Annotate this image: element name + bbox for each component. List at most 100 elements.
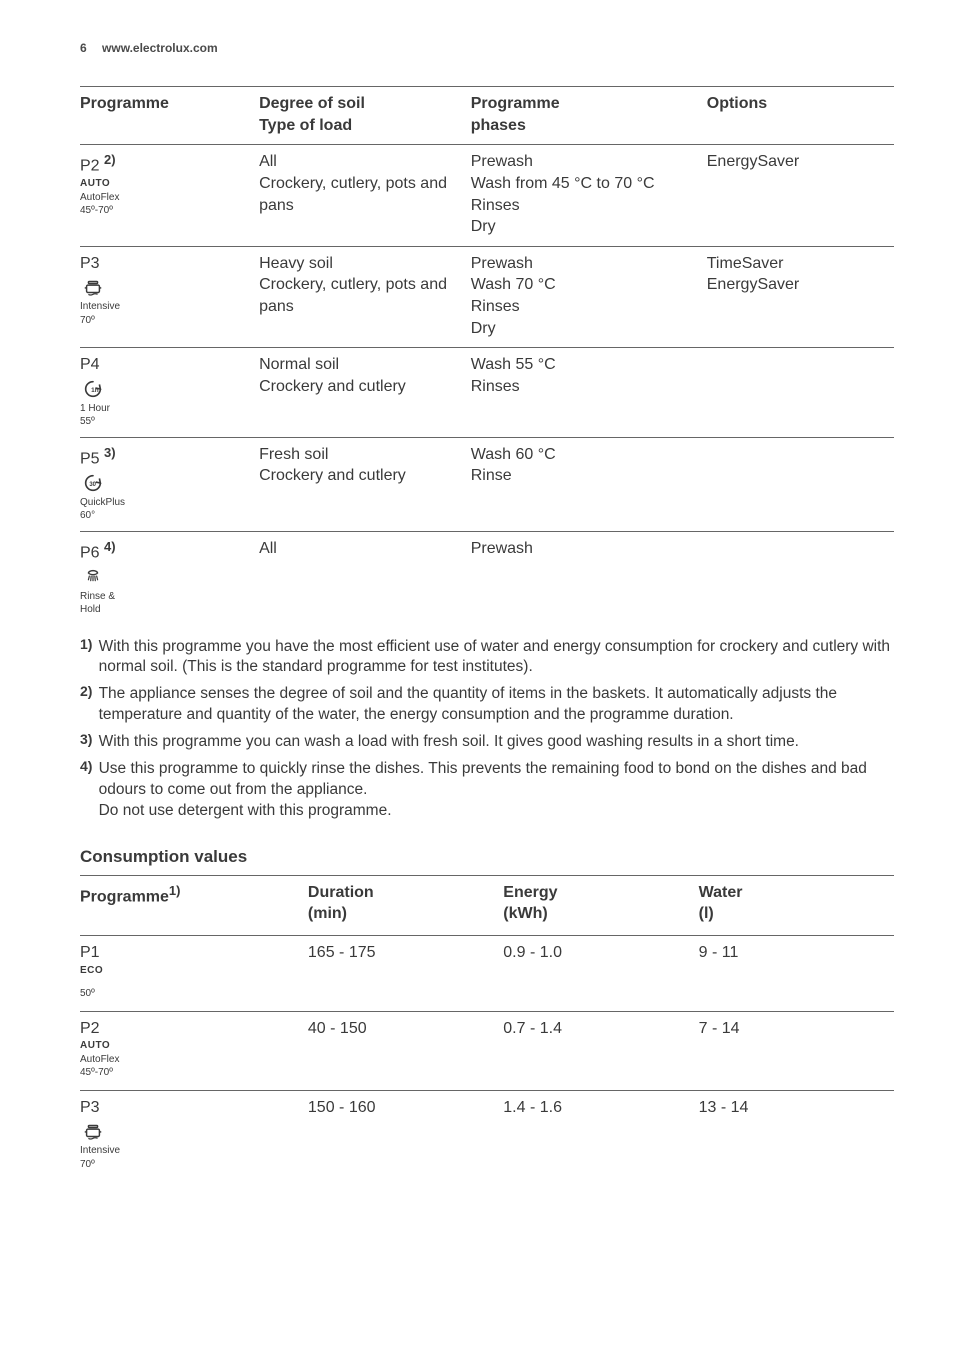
- th-options: Options: [707, 87, 894, 145]
- prog-label: 55º: [80, 415, 251, 429]
- table-row: P2AUTOAutoFlex45º-70º40 - 1500.7 - 1.47 …: [80, 1011, 894, 1090]
- cell-soil: Heavy soilCrockery, cutlery, pots and pa…: [259, 246, 471, 347]
- th-soil-l2: Type of load: [259, 117, 352, 134]
- cell-options: EnergySaver: [707, 145, 894, 246]
- programme-table: Programme Degree of soil Type of load Pr…: [80, 86, 894, 624]
- prog-label: 45º-70º: [80, 204, 251, 218]
- pot-icon: [82, 1120, 104, 1142]
- prog-label: AutoFlex: [80, 1053, 300, 1067]
- soil-l1: Normal soil: [259, 354, 463, 376]
- cell-soil: Fresh soilCrockery and cutlery: [259, 437, 471, 531]
- cell-programme: P3 Intensive70º: [80, 1090, 308, 1181]
- cell-programme: P4 1 Hour55º: [80, 348, 259, 438]
- prog-code: P6: [80, 544, 100, 561]
- prog-code: P2: [80, 158, 100, 175]
- table-row: P3 Intensive70º Heavy soilCrockery, cutler…: [80, 246, 894, 347]
- prog-label: 60°: [80, 509, 251, 523]
- cell-duration: 40 - 150: [308, 1011, 503, 1090]
- prog-label: Intensive: [80, 1144, 300, 1158]
- cell-soil: All: [259, 531, 471, 624]
- prog-label: QuickPlus: [80, 496, 251, 510]
- shower-icon: [82, 566, 104, 588]
- page-number: 6: [80, 40, 87, 56]
- prog-code: P3: [80, 255, 100, 272]
- table-row: P5 3) QuickPlus60° Fresh soilCrockery and …: [80, 437, 894, 531]
- prog-label: Rinse &: [80, 590, 251, 604]
- cell-duration: 150 - 160: [308, 1090, 503, 1181]
- footnotes: With this programme you have the most ef…: [80, 637, 894, 822]
- prog-label: 70º: [80, 1158, 300, 1172]
- cell-phases: Wash 60 °CRinse: [471, 437, 707, 531]
- prog-label-bold: ECO: [80, 964, 300, 978]
- cell-options: [707, 531, 894, 624]
- footnote-4a: Use this programme to quickly rinse the …: [99, 760, 867, 798]
- footnote-4: Use this programme to quickly rinse the …: [80, 759, 894, 822]
- consumption-title: Consumption values: [80, 846, 894, 869]
- footnote-4b: Do not use detergent with this programme…: [99, 802, 392, 819]
- prog-label: 1 Hour: [80, 402, 251, 416]
- table-row: P2 2) AUTOAutoFlex45º-70º AllCrockery, cut…: [80, 145, 894, 246]
- cell-programme: P2AUTOAutoFlex45º-70º: [80, 1011, 308, 1090]
- cth-programme: Programme1): [80, 875, 308, 935]
- cth-duration: Duration (min): [308, 875, 503, 935]
- pot-icon: [82, 276, 104, 298]
- page-header: 6 www.electrolux.com: [80, 40, 894, 56]
- cell-water: 13 - 14: [699, 1090, 894, 1181]
- table-row: P3 Intensive70º 150 - 1601.4 - 1.613 - 14: [80, 1090, 894, 1181]
- th-phases-l1: Programme: [471, 95, 560, 112]
- prog-sup: 2): [104, 152, 116, 167]
- soil-l1: All: [259, 151, 463, 173]
- prog-sup: 4): [104, 539, 116, 554]
- prog-label: 50º: [80, 987, 300, 1001]
- th-programme: Programme: [80, 87, 259, 145]
- footnote-2: The appliance senses the degree of soil …: [80, 684, 894, 726]
- prog-label: Intensive: [80, 300, 251, 314]
- cth-wat-l1: Water: [699, 884, 743, 901]
- th-phases-l2: phases: [471, 117, 526, 134]
- prog-code: P3: [80, 1099, 100, 1116]
- cth-en-l1: Energy: [503, 884, 557, 901]
- soil-l1: All: [259, 538, 463, 560]
- cell-energy: 1.4 - 1.6: [503, 1090, 698, 1181]
- prog-code: P5: [80, 450, 100, 467]
- soil-l1: Fresh soil: [259, 444, 463, 466]
- cth-prog-text: Programme: [80, 888, 169, 905]
- th-soil: Degree of soil Type of load: [259, 87, 471, 145]
- cth-dur-l2: (min): [308, 905, 347, 922]
- prog-label: AutoFlex: [80, 191, 251, 205]
- prog-label-bold: AUTO: [80, 1039, 300, 1053]
- cell-energy: 0.7 - 1.4: [503, 1011, 698, 1090]
- prog-label: 45º-70º: [80, 1066, 300, 1080]
- cell-water: 9 - 11: [699, 936, 894, 1012]
- prog-label-bold: AUTO: [80, 177, 251, 191]
- cth-prog-sup: 1): [169, 883, 181, 898]
- cell-programme: P1 ECO 50º: [80, 936, 308, 1012]
- soil-l1: Heavy soil: [259, 253, 463, 275]
- cell-phases: Prewash: [471, 531, 707, 624]
- cell-options: TimeSaverEnergySaver: [707, 246, 894, 347]
- consumption-table: Programme1) Duration (min) Energy (kWh) …: [80, 875, 894, 1181]
- soil-l2: Crockery, cutlery, pots and pans: [259, 173, 463, 216]
- cth-wat-l2: (l): [699, 905, 714, 922]
- cell-programme: P5 3) QuickPlus60°: [80, 437, 259, 531]
- cell-programme: P2 2) AUTOAutoFlex45º-70º: [80, 145, 259, 246]
- table-row: P1ECO50º165 - 1750.9 - 1.09 - 11: [80, 936, 894, 1012]
- th-soil-l1: Degree of soil: [259, 95, 365, 112]
- prog-code: P4: [80, 356, 100, 373]
- table-row: P6 4)Rinse &HoldAllPrewash: [80, 531, 894, 624]
- prog-sup: 3): [104, 445, 116, 460]
- cth-en-l2: (kWh): [503, 905, 547, 922]
- soil-l2: Crockery and cutlery: [259, 465, 463, 487]
- cell-programme: P3 Intensive70º: [80, 246, 259, 347]
- prog-code: P1: [80, 944, 100, 961]
- cell-water: 7 - 14: [699, 1011, 894, 1090]
- clock1h-icon: [82, 378, 104, 400]
- cell-soil: Normal soilCrockery and cutlery: [259, 348, 471, 438]
- cell-options: [707, 437, 894, 531]
- table-row: P4 1 Hour55º Normal soilCrockery and cutle…: [80, 348, 894, 438]
- cth-dur-l1: Duration: [308, 884, 374, 901]
- footnote-3: With this programme you can wash a load …: [80, 732, 894, 753]
- soil-l2: Crockery and cutlery: [259, 376, 463, 398]
- cell-duration: 165 - 175: [308, 936, 503, 1012]
- prog-label: 70º: [80, 314, 251, 328]
